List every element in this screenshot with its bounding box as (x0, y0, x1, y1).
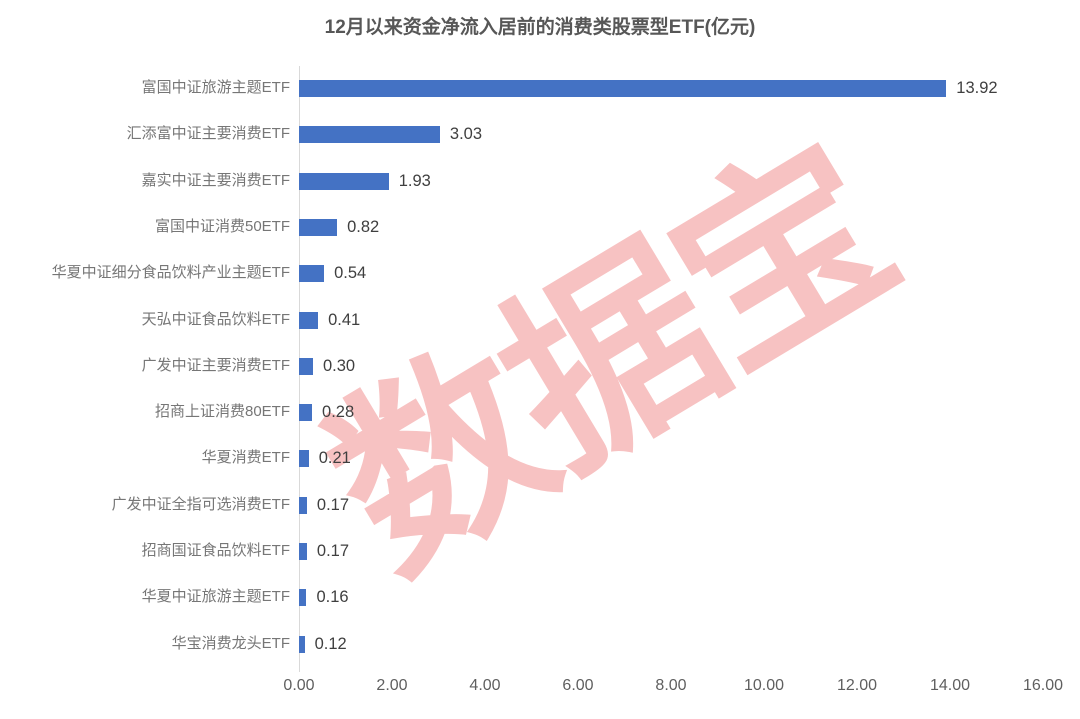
category-label: 广发中证主要消费ETF (141, 356, 290, 374)
bar-value-label: 0.12 (314, 634, 347, 653)
plot-area: 富国中证旅游主题ETF 13.92 汇添富中证主要消费ETF 3.03 嘉实中证主要消费… (52, 66, 1043, 672)
x-axis-tick-label: 0.00 (283, 677, 315, 694)
x-axis-tick-label: 4.00 (469, 677, 501, 694)
bar-value-label: 0.21 (318, 449, 351, 468)
bar-row: 富国中证消费50ETF 0.82 (155, 205, 1043, 251)
bar-row: 招商国证食品饮料ETF 0.17 (142, 529, 1043, 575)
x-axis-tick-label: 14.00 (929, 677, 971, 694)
category-label: 招商上证消费80ETF (154, 403, 290, 421)
category-label: 华夏中证旅游主题ETF (141, 588, 290, 606)
bar[interactable] (299, 265, 325, 283)
bar[interactable] (299, 589, 307, 607)
bar-value-label: 13.92 (956, 79, 998, 97)
x-axis-tick-label: 6.00 (562, 677, 594, 694)
bar-value-label: 0.28 (322, 403, 355, 422)
bar-row: 广发中证全指可选消费ETF 0.17 (112, 483, 1043, 529)
bar-value-label: 0.54 (334, 264, 367, 283)
bar-value-label: 0.41 (328, 310, 361, 329)
x-axis: 0.00 2.00 4.00 6.00 8.00 10.00 12.00 14.00 16.00 (283, 676, 1063, 706)
bar[interactable] (299, 126, 440, 144)
bar-value-label: 0.30 (322, 356, 356, 375)
category-label: 广发中证全指可选消费ETF (111, 495, 290, 513)
category-label: 汇添富中证主要消费ETF (126, 125, 290, 143)
bar[interactable] (299, 172, 389, 190)
bar-row: 广发中证主要消费ETF 0.30 (142, 344, 1043, 390)
category-label: 富国中证旅游主题ETF (141, 79, 290, 96)
category-label: 华夏消费ETF (201, 449, 290, 467)
bar-row: 嘉实中证主要消费ETF 1.93 (142, 159, 1043, 205)
bar[interactable] (299, 80, 947, 97)
bar-value-label: 0.82 (347, 217, 380, 236)
bar-row: 招商上证消费80ETF 0.28 (155, 390, 1043, 436)
bar-value-label: 0.17 (316, 542, 350, 560)
category-label: 华夏中证细分食品饮料产业主题ETF (51, 264, 290, 282)
bar[interactable] (299, 357, 313, 375)
bar[interactable] (299, 311, 319, 329)
bar[interactable] (299, 635, 305, 653)
category-label: 富国中证消费50ETF (154, 217, 290, 235)
bar[interactable] (299, 404, 313, 422)
category-label: 招商国证食品饮料ETF (141, 542, 290, 559)
bar[interactable] (299, 543, 307, 560)
bar-row: 华夏消费ETF 0.21 (202, 436, 1043, 482)
bar[interactable] (299, 450, 309, 468)
bar-row: 汇添富中证主要消费ETF 3.03 (127, 112, 1043, 158)
bar[interactable] (299, 218, 338, 236)
category-label: 天弘中证食品饮料ETF (141, 310, 290, 328)
bar-row: 华夏中证旅游主题ETF 0.16 (142, 575, 1043, 621)
bar-row: 富国中证旅游主题ETF 13.92 (142, 66, 1043, 112)
bar-value-label: 1.93 (398, 171, 431, 190)
bar-row: 天弘中证食品饮料ETF 0.41 (142, 298, 1043, 344)
bar-row: 华夏中证细分食品饮料产业主题ETF 0.54 (52, 251, 1043, 297)
bar-value-label: 0.16 (316, 588, 349, 607)
category-label: 嘉实中证主要消费ETF (141, 171, 290, 189)
x-axis-tick-label: 8.00 (655, 677, 687, 694)
category-label: 华宝消费龙头ETF (171, 634, 290, 652)
chart-title: 12月以来资金净流入居前的消费类股票型ETF(亿元) (324, 17, 756, 38)
x-axis-tick-label: 10.00 (743, 677, 785, 694)
bar-value-label: 3.03 (449, 125, 483, 144)
bar-row: 华宝消费龙头ETF 0.12 (172, 622, 1043, 668)
x-axis-tick-label: 16.00 (1022, 677, 1064, 694)
x-axis-tick-label: 2.00 (376, 677, 408, 694)
x-axis-tick-label: 12.00 (836, 677, 878, 694)
bar[interactable] (299, 496, 307, 514)
bar-value-label: 0.17 (316, 495, 350, 514)
